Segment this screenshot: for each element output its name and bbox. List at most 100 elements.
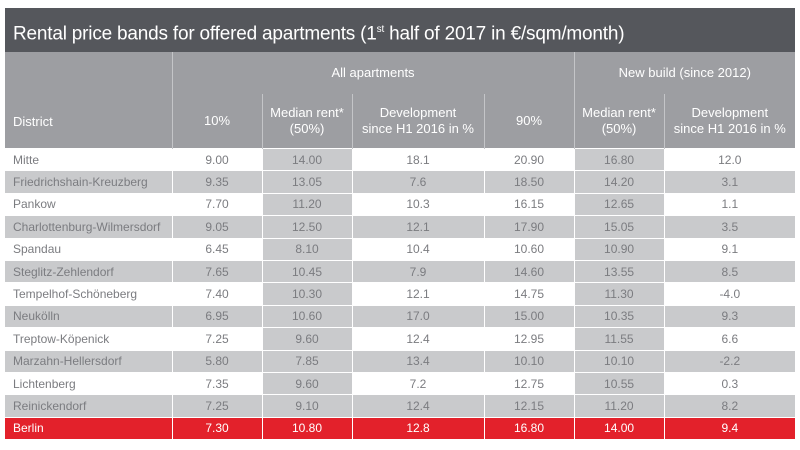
table-row: Mitte 9.00 14.00 18.1 20.90 16.80 12.0 xyxy=(5,147,796,171)
p90-cell: 15.00 xyxy=(483,304,575,328)
p10-cell: 7.25 xyxy=(171,327,262,351)
table-row: Charlottenburg-Wilmersdorf 9.05 12.50 12.1 1… xyxy=(5,215,796,239)
median-cell: 11.20 xyxy=(261,192,352,216)
development-cell: 12.1 xyxy=(351,215,484,239)
median-cell: 12.50 xyxy=(261,215,352,239)
district-cell: Friedrichshain-Kreuzberg xyxy=(5,170,172,194)
development-cell: 10.3 xyxy=(351,192,484,216)
nb-development-cell: 9.3 xyxy=(663,304,796,328)
development-cell: 17.0 xyxy=(351,304,484,328)
development-cell: 18.1 xyxy=(351,147,484,171)
nb-median-cell: 12.65 xyxy=(573,192,665,216)
table-row: Lichtenberg 7.35 9.60 7.2 12.75 10.55 0.3 xyxy=(5,371,796,395)
p10-cell: 9.35 xyxy=(171,170,262,194)
table-row: Reinickendorf 7.25 9.10 12.4 12.15 11.20 8.2 xyxy=(5,394,796,418)
median-cell: 10.60 xyxy=(261,304,352,328)
header-nb-development: Development since H1 2016 in % xyxy=(663,94,796,149)
nb-development-cell: 9.4 xyxy=(663,416,796,440)
nb-median-cell: 15.05 xyxy=(573,215,665,239)
nb-median-cell: 11.30 xyxy=(573,282,665,306)
table-row: Neukölln 6.95 10.60 17.0 15.00 10.35 9.3 xyxy=(5,304,796,328)
development-cell: 10.4 xyxy=(351,237,484,261)
development-cell: 12.8 xyxy=(351,416,484,440)
p90-cell: 12.75 xyxy=(483,371,575,395)
median-cell: 10.45 xyxy=(261,259,352,283)
table-row: Marzahn-Hellersdorf 5.80 7.85 13.4 10.10 10.1… xyxy=(5,349,796,373)
nb-development-cell: 9.1 xyxy=(663,237,796,261)
nb-median-cell: 11.55 xyxy=(573,327,665,351)
district-cell: Pankow xyxy=(5,192,172,216)
nb-development-cell: 12.0 xyxy=(663,147,796,171)
p10-cell: 7.40 xyxy=(171,282,262,306)
table-row: Steglitz-Zehlendorf 7.65 10.45 7.9 14.60 13.5… xyxy=(5,259,796,283)
p90-cell: 10.60 xyxy=(483,237,575,261)
p90-cell: 10.10 xyxy=(483,349,575,373)
p90-cell: 12.15 xyxy=(483,394,575,418)
p90-cell: 17.90 xyxy=(483,215,575,239)
nb-development-cell: 3.5 xyxy=(663,215,796,239)
p90-cell: 14.60 xyxy=(483,259,575,283)
header-median: Median rent* (50%) xyxy=(261,94,352,149)
header-90pct: 90% xyxy=(483,94,575,149)
district-cell: Tempelhof-Schöneberg xyxy=(5,282,172,306)
table-row: Tempelhof-Schöneberg 7.40 10.30 12.1 14.75 11… xyxy=(5,282,796,306)
p90-cell: 16.80 xyxy=(483,416,575,440)
development-cell: 12.4 xyxy=(351,394,484,418)
table-row: Spandau 6.45 8.10 10.4 10.60 10.90 9.1 xyxy=(5,237,796,261)
district-cell: Treptow-Köpenick xyxy=(5,327,172,351)
p10-cell: 7.25 xyxy=(171,394,262,418)
district-cell: Charlottenburg-Wilmersdorf xyxy=(5,215,172,239)
district-cell: Steglitz-Zehlendorf xyxy=(5,259,172,283)
header-group-new-build: New build (since 2012) xyxy=(573,52,796,94)
nb-median-cell: 10.90 xyxy=(573,237,665,261)
development-cell: 7.6 xyxy=(351,170,484,194)
nb-development-cell: 0.3 xyxy=(663,371,796,395)
development-cell: 7.2 xyxy=(351,371,484,395)
district-cell: Marzahn-Hellersdorf xyxy=(5,349,172,373)
p10-cell: 7.35 xyxy=(171,371,262,395)
nb-development-cell: 6.6 xyxy=(663,327,796,351)
development-cell: 12.1 xyxy=(351,282,484,306)
nb-median-cell: 14.20 xyxy=(573,170,665,194)
p10-cell: 5.80 xyxy=(171,349,262,373)
nb-median-cell: 11.20 xyxy=(573,394,665,418)
median-cell: 13.05 xyxy=(261,170,352,194)
median-cell: 7.85 xyxy=(261,349,352,373)
district-cell: Spandau xyxy=(5,237,172,261)
header-group-all-apartments: All apartments xyxy=(171,52,575,94)
p10-cell: 7.70 xyxy=(171,192,262,216)
nb-development-cell: 3.1 xyxy=(663,170,796,194)
p90-cell: 12.95 xyxy=(483,327,575,351)
district-cell: Mitte xyxy=(5,147,172,171)
p10-cell: 7.65 xyxy=(171,259,262,283)
median-cell: 14.00 xyxy=(261,147,352,171)
nb-median-cell: 10.35 xyxy=(573,304,665,328)
district-cell: Berlin xyxy=(5,416,172,440)
header-nb-median: Median rent* (50%) xyxy=(573,94,665,149)
header-district: District xyxy=(5,52,172,149)
p90-cell: 14.75 xyxy=(483,282,575,306)
district-cell: Reinickendorf xyxy=(5,394,172,418)
p90-cell: 18.50 xyxy=(483,170,575,194)
nb-median-cell: 13.55 xyxy=(573,259,665,283)
median-cell: 10.30 xyxy=(261,282,352,306)
nb-development-cell: 1.1 xyxy=(663,192,796,216)
median-cell: 9.60 xyxy=(261,371,352,395)
table-row: Friedrichshain-Kreuzberg 9.35 13.05 7.6 18.5… xyxy=(5,170,796,194)
p10-cell: 6.95 xyxy=(171,304,262,328)
district-cell: Neukölln xyxy=(5,304,172,328)
nb-development-cell: -2.2 xyxy=(663,349,796,373)
nb-median-cell: 16.80 xyxy=(573,147,665,171)
median-cell: 9.60 xyxy=(261,327,352,351)
nb-median-cell: 14.00 xyxy=(573,416,665,440)
nb-development-cell: 8.2 xyxy=(663,394,796,418)
rental-price-table: District All apartments New build (since… xyxy=(5,52,796,440)
header-development: Development since H1 2016 in % xyxy=(351,94,484,149)
nb-median-cell: 10.55 xyxy=(573,371,665,395)
development-cell: 7.9 xyxy=(351,259,484,283)
table-row: Pankow 7.70 11.20 10.3 16.15 12.65 1.1 xyxy=(5,192,796,216)
p10-cell: 9.05 xyxy=(171,215,262,239)
district-cell: Lichtenberg xyxy=(5,371,172,395)
nb-median-cell: 10.10 xyxy=(573,349,665,373)
development-cell: 13.4 xyxy=(351,349,484,373)
